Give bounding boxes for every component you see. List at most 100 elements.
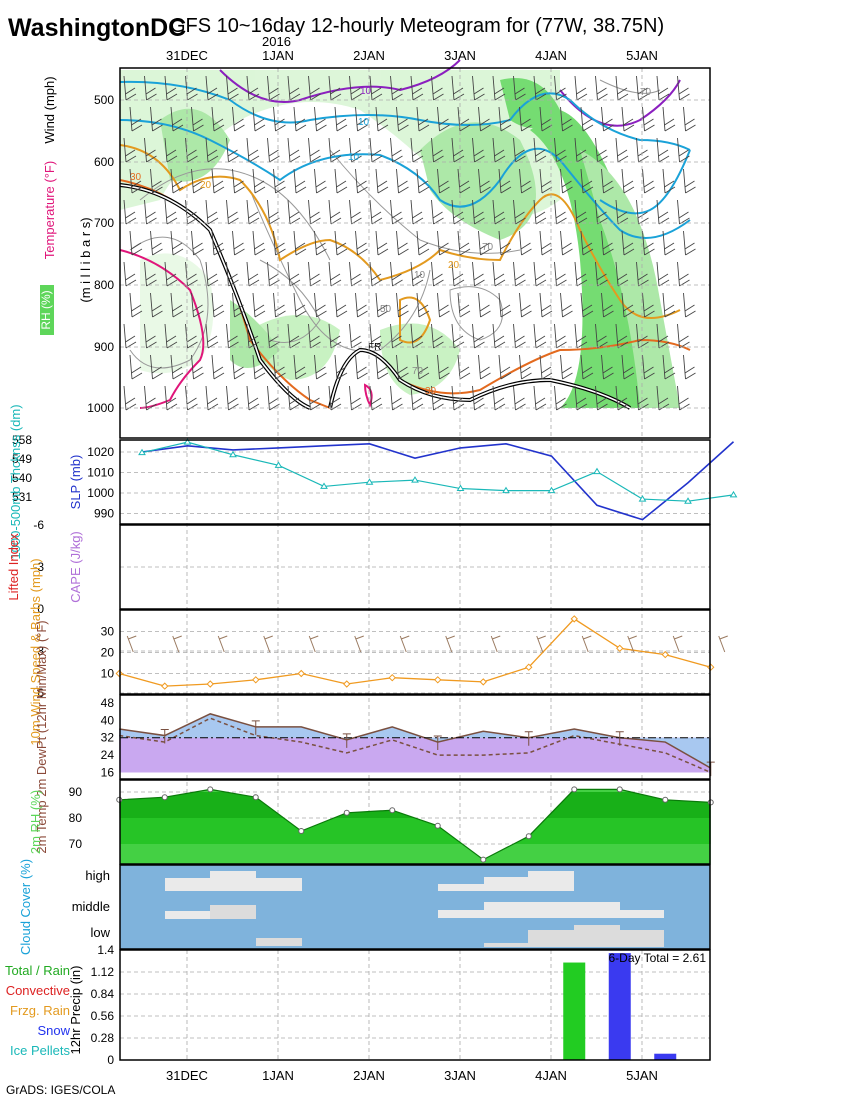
precip-tick-label: 0.28 <box>91 1031 115 1045</box>
temperature-axis-label: Temperature (°F) <box>42 161 57 259</box>
upper-air-panel: 10 10 10 20 20 30 30 10 50 70 70 70 FR <box>119 59 710 438</box>
precip-legend-item: Convective <box>6 983 70 998</box>
rh-band-high <box>120 792 711 818</box>
li-tick-label: 3 <box>37 644 44 658</box>
wind-barb <box>539 168 553 194</box>
wind-barb <box>437 106 450 132</box>
wind-barb <box>560 168 573 194</box>
wind-barb <box>656 75 670 101</box>
thickness-line <box>141 441 734 502</box>
temp-tick-label: 16 <box>101 765 115 779</box>
rh-band-mid <box>120 818 711 844</box>
precip-bar <box>563 962 586 1060</box>
temp-tick-label: 32 <box>101 731 115 745</box>
wind-barb <box>621 168 635 194</box>
wind-barb <box>656 385 670 411</box>
rh-point <box>343 809 350 816</box>
thickness-point <box>138 448 146 456</box>
minmax-bar <box>251 720 260 735</box>
wind-barb <box>328 137 342 163</box>
wind-barb <box>369 385 383 411</box>
wind-barb <box>144 385 157 411</box>
wind-barb <box>642 292 655 318</box>
wind-barb <box>533 137 547 163</box>
wind-barb <box>150 168 163 194</box>
wind-barb <box>191 354 204 380</box>
wind-barb <box>437 168 450 194</box>
wind-barb <box>478 354 491 380</box>
thickness-tick-label: 540 <box>12 471 32 485</box>
wind-barb <box>533 323 547 349</box>
precip-legend-item: Total / Rain <box>5 963 70 978</box>
wind-barb <box>273 230 286 256</box>
wind-barb <box>293 354 307 380</box>
wind-barb <box>129 230 143 256</box>
minmax-bar <box>342 733 351 748</box>
temp-line <box>119 713 712 769</box>
thickness-point <box>365 478 374 485</box>
wind-barb <box>683 354 696 380</box>
cloud-block <box>210 871 256 879</box>
panel-frame <box>119 949 711 1061</box>
wind-barb <box>416 106 430 132</box>
wind-barb <box>396 168 409 194</box>
wind-tick-label: 30 <box>101 625 115 639</box>
rh-tick-label: 80 <box>69 811 83 825</box>
wind-barb <box>211 292 225 318</box>
wind-barb <box>437 354 450 380</box>
thickness-point <box>411 476 419 483</box>
panel-frame <box>119 439 711 525</box>
wind-barb <box>601 230 614 256</box>
precip-bar <box>654 1053 677 1060</box>
wind-barb <box>150 230 163 256</box>
rh-tick-label: 70 <box>69 837 83 851</box>
wind-barb <box>211 230 225 256</box>
wind-barb <box>375 354 389 380</box>
cloud-block <box>484 902 620 918</box>
wind-barb <box>123 385 137 411</box>
wind-barb <box>232 168 245 194</box>
wind-barb <box>150 106 163 132</box>
wind-barb <box>273 106 286 132</box>
wind-barb <box>410 75 424 101</box>
rh-point <box>662 796 669 803</box>
wind-barb <box>185 199 198 225</box>
wind-barb <box>492 75 506 101</box>
wind-barb <box>170 106 184 132</box>
wind-barb <box>580 168 594 194</box>
wind-barb <box>314 292 327 318</box>
wind-barb <box>554 137 567 163</box>
cloud-block <box>528 871 574 878</box>
cloud-block <box>528 930 664 947</box>
surface-wind-barb <box>445 635 455 653</box>
wind-barb <box>293 230 307 256</box>
wind-barb <box>554 261 567 287</box>
wind-barb <box>191 168 204 194</box>
year-label: 2016 <box>262 34 291 49</box>
precip-legend-item: Snow <box>37 1023 70 1038</box>
wind-speed-point <box>161 682 169 690</box>
wind-barb <box>513 199 526 225</box>
slp-tick-label: 990 <box>94 507 114 521</box>
rh-point <box>434 822 441 829</box>
wind-barb <box>328 75 342 101</box>
rh-point <box>298 828 305 834</box>
wind-barb <box>211 354 225 380</box>
wind-barb <box>451 385 465 411</box>
wind-barb <box>621 106 635 132</box>
wind-barb <box>226 385 239 411</box>
wind-barb <box>662 292 676 318</box>
minmax-bar <box>433 735 442 751</box>
wind-barb <box>396 230 409 256</box>
slp-tick-label: 1020 <box>87 445 114 459</box>
surface-wind-barb <box>581 635 592 653</box>
surface-wind-barb <box>718 635 728 653</box>
wind-barb <box>314 106 327 132</box>
credit-label: GrADS: IGES/COLA <box>6 1083 115 1097</box>
wind-barb <box>636 385 649 411</box>
wind-barb <box>390 75 403 101</box>
wind-barb <box>252 292 266 318</box>
panel-frame <box>119 524 711 610</box>
wind-barb <box>349 137 362 163</box>
wind-barb <box>513 385 526 411</box>
